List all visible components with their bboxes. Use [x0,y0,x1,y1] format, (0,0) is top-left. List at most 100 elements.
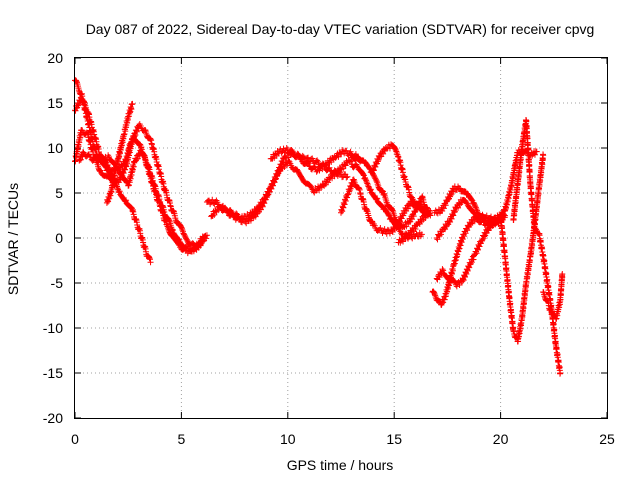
data-point [184,242,191,249]
data-point [380,150,387,157]
x-tick-label: 0 [71,431,79,447]
data-point [436,274,443,281]
data-point [392,145,399,152]
data-point [484,226,491,233]
series-track-4 [76,147,208,255]
data-point [377,225,384,232]
data-point [410,213,417,220]
data-point [373,177,380,184]
series-track-7 [208,153,359,227]
data-point [431,290,438,297]
data-point [274,171,281,178]
data-point [141,152,148,159]
data-point [264,192,271,199]
data-point [439,266,446,273]
data-point [123,178,130,185]
data-point [325,159,332,166]
data-point [451,208,458,215]
y-tick-label: 5 [55,185,63,201]
data-point [201,233,208,240]
y-tick-label: 15 [47,95,63,111]
data-point [100,157,107,164]
data-point [441,296,448,303]
data-point [288,146,295,153]
data-point [134,155,141,162]
y-axis-label: SDTVAR / TECUs [5,183,21,295]
series-track-5 [103,100,136,206]
data-point [371,174,378,181]
data-point [347,148,354,155]
data-point [133,128,140,135]
data-point [405,201,412,208]
data-point [466,264,473,271]
x-tick-label: 10 [280,431,296,447]
data-point [442,226,449,233]
data-point [389,229,396,236]
data-point [464,227,471,234]
data-point [146,254,153,261]
data-point [416,221,423,228]
data-point [533,148,540,155]
data-point [557,370,564,376]
series-track-10 [348,161,425,242]
data-point [447,215,454,222]
data-point [420,205,427,212]
data-point [329,170,336,177]
series-track-17 [433,196,504,243]
series-track-9 [338,176,427,237]
x-tick-label: 20 [493,431,509,447]
data-point [408,229,415,236]
data-point [406,232,413,239]
data-point [470,256,477,263]
data-point [451,209,458,216]
data-point [271,179,278,186]
data-point [72,107,79,114]
data-point [169,226,176,233]
data-point [378,149,385,156]
data-point [412,226,419,233]
x-tick-label: 5 [178,431,186,447]
data-point [403,223,410,230]
data-point [420,206,427,213]
data-point [473,207,480,214]
plot-frame [74,57,608,419]
data-point [331,167,338,174]
x-tick-label: 25 [599,431,615,447]
data-point [434,236,441,243]
data-point [209,196,216,203]
series-track-16 [431,146,540,226]
data-point [118,170,125,177]
data-point [294,150,301,157]
data-point [339,208,346,215]
data-point [310,188,317,195]
data-point [400,238,407,245]
data-point [431,289,438,296]
data-point [443,222,450,229]
data-point [438,231,445,238]
data-point [374,195,381,202]
data-point [532,225,539,232]
data-point [353,153,360,160]
data-point [471,201,478,208]
data-point [456,281,463,288]
data-point [472,203,479,210]
data-point [75,101,82,108]
data-point [389,206,396,213]
data-point [316,187,323,194]
data-point [277,168,284,175]
data-point [408,216,415,223]
data-point [440,205,447,212]
data-point [393,217,400,223]
data-point [471,200,478,207]
data-point [269,182,276,189]
data-point [398,215,405,222]
data-point [364,180,371,187]
series-track-15 [429,211,508,308]
data-point [200,236,207,243]
data-point [363,179,370,186]
y-tick-label: -20 [43,410,63,426]
data-point [178,224,185,231]
data-point [364,182,371,189]
data-point [447,192,454,199]
